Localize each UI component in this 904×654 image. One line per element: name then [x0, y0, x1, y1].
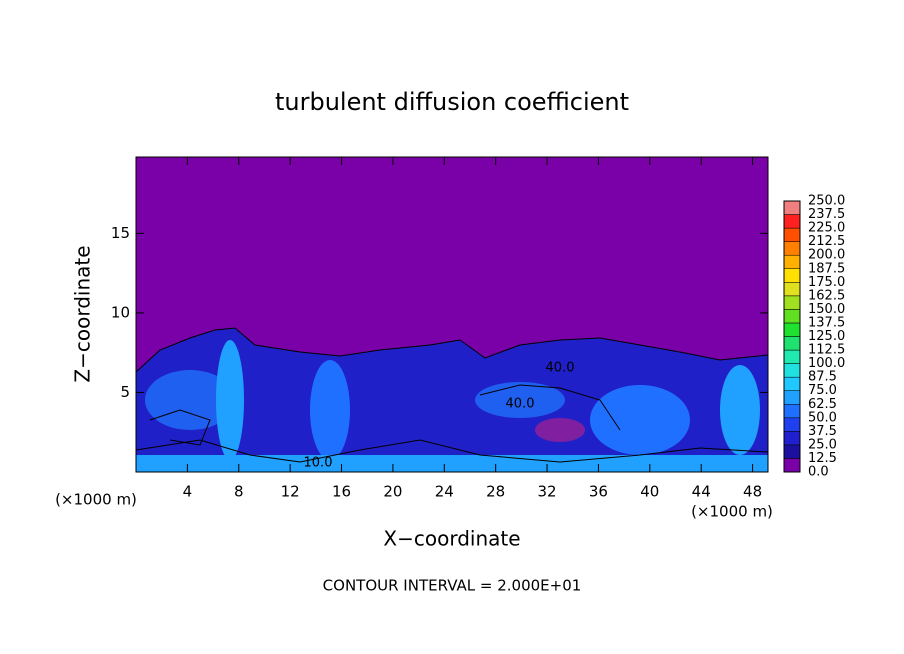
colorbar-swatch: [783, 254, 801, 269]
contour-line: [479, 384, 621, 431]
contour-label: 40.0: [546, 361, 575, 376]
colorbar-label: 100.0: [808, 356, 845, 371]
field-patch: [720, 365, 760, 455]
colorbar-label: 250.0: [808, 194, 845, 209]
colorbar-swatch: [783, 200, 801, 215]
field-patch: [145, 370, 235, 430]
x-unit-label: (×1000 m): [55, 491, 137, 509]
colorbar-swatch: [783, 458, 801, 473]
colorbar-swatch: [783, 282, 801, 297]
field: [135, 157, 769, 472]
colorbar-label: 37.5: [808, 424, 837, 439]
contour-line: [135, 439, 769, 463]
y-tick-label: 5: [120, 383, 130, 401]
x-axis-label: X−coordinate: [383, 527, 520, 551]
colorbar-label: 237.5: [808, 207, 845, 222]
contour-line: [149, 409, 211, 446]
field-patch: [216, 340, 244, 460]
colorbar-swatch: [783, 363, 801, 378]
colorbar-swatch: [783, 431, 801, 446]
colorbar-label: 62.5: [808, 397, 837, 412]
y-tick-label: 10: [111, 303, 130, 321]
colorbar-label: 200.0: [808, 248, 845, 263]
x-tick-label: 24: [435, 483, 454, 501]
colorbar-label: 125.0: [808, 329, 845, 344]
colorbar-label: 212.5: [808, 234, 845, 249]
x-tick-label: 40: [640, 483, 659, 501]
colorbar-swatch: [783, 404, 801, 419]
colorbar-swatch: [783, 322, 801, 337]
footer-note: CONTOUR INTERVAL = 2.000E+01: [323, 577, 582, 595]
colorbar-swatch: [783, 417, 801, 432]
colorbar-label: 75.0: [808, 383, 837, 398]
colorbar-swatch: [783, 227, 801, 242]
contour-label: 10.0: [304, 456, 333, 471]
x-tick-label: 16: [332, 483, 351, 501]
colorbar-label: 137.5: [808, 315, 845, 330]
colorbar-label: 225.0: [808, 221, 845, 236]
x-tick-label: 8: [234, 483, 244, 501]
colorbar-swatch: [783, 390, 801, 405]
colorbar-label: 187.5: [808, 261, 845, 276]
field-patch: [535, 418, 585, 442]
colorbar-swatch: [783, 295, 801, 310]
x-tick-label: 36: [589, 483, 608, 501]
x-unit-label: (×1000 m): [691, 503, 773, 521]
field-patch: [136, 455, 768, 472]
chart-title: turbulent diffusion coefficient: [275, 88, 629, 116]
x-tick-label: 4: [183, 483, 193, 501]
colorbar-label: 12.5: [808, 451, 837, 466]
colorbar-swatch: [783, 376, 801, 391]
contour-label: 40.0: [506, 397, 535, 412]
x-tick-label: 12: [281, 483, 300, 501]
colorbar-swatch: [783, 214, 801, 229]
x-tick-label: 32: [538, 483, 557, 501]
colorbar-swatch: [783, 336, 801, 351]
colorbar-label: 175.0: [808, 275, 845, 290]
field-patch: [310, 360, 350, 460]
colorbar-swatch: [783, 268, 801, 283]
x-tick-label: 44: [692, 483, 711, 501]
colorbar-frame: [783, 200, 801, 473]
colorbar-swatch: [783, 309, 801, 324]
colorbar-label: 87.5: [808, 370, 837, 385]
colorbar-label: 112.5: [808, 343, 845, 358]
colorbar-label: 0.0: [808, 465, 829, 480]
colorbar-swatch: [783, 444, 801, 459]
contour-line: [135, 327, 769, 373]
field-patch: [590, 385, 690, 455]
plot-frame: [135, 156, 769, 473]
y-tick-label: 15: [111, 224, 130, 242]
colorbar-label: 50.0: [808, 410, 837, 425]
colorbar-label: 162.5: [808, 288, 845, 303]
x-tick-label: 20: [383, 483, 402, 501]
colorbar-swatch: [783, 349, 801, 364]
y-axis-label: Z−coordinate: [71, 245, 95, 382]
x-tick-label: 28: [486, 483, 505, 501]
colorbar-swatch: [783, 241, 801, 256]
x-tick-label: 48: [743, 483, 762, 501]
colorbar-label: 150.0: [808, 302, 845, 317]
colorbar-label: 25.0: [808, 437, 837, 452]
